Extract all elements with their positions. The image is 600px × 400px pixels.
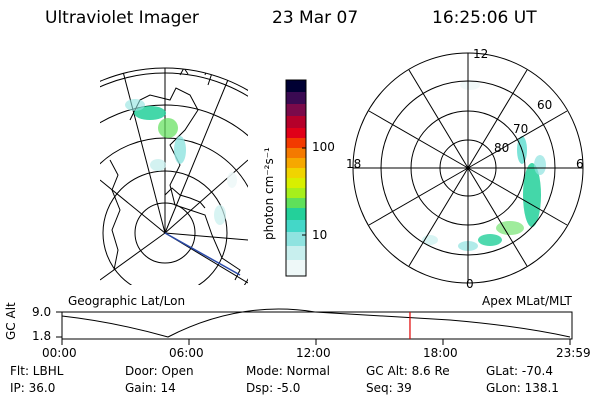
instrument-title: Ultraviolet Imager <box>45 8 199 28</box>
lat-label-70: 70 <box>513 122 529 136</box>
altitude-xtick-0: 00:00 <box>42 346 77 360</box>
altitude-xtick-2: 12:00 <box>296 346 331 360</box>
magnetic-map <box>352 52 584 284</box>
dsp-info: Dsp: -5.0 <box>246 381 301 395</box>
date-label: 23 Mar 07 <box>272 8 359 28</box>
mlt-label-bottom: 0 <box>466 277 474 291</box>
door-info: Door: Open <box>125 364 194 378</box>
color-bar <box>285 79 307 277</box>
ip-info: IP: 36.0 <box>10 381 56 395</box>
mlt-label-left: 18 <box>346 157 362 171</box>
aurora-emission-left <box>125 99 237 225</box>
colorbar-tick-10: 10 <box>312 228 328 242</box>
altitude-xtick-3: 18:00 <box>423 346 458 360</box>
glon-info: GLon: 138.1 <box>486 381 559 395</box>
mlt-label-top: 12 <box>473 47 489 61</box>
altitude-ylabel: GC Alt <box>4 302 18 340</box>
gain-info: Gain: 14 <box>125 381 176 395</box>
seq-info: Seq: 39 <box>366 381 412 395</box>
altitude-ytick-low: 1.8 <box>32 329 52 343</box>
altitude-xtick-1: 06:00 <box>169 346 204 360</box>
filter-info: Flt: LBHL <box>10 364 64 378</box>
geographic-map <box>100 67 248 285</box>
gc-alt-info: GC Alt: 8.6 Re <box>366 364 450 378</box>
mode-info: Mode: Normal <box>246 364 330 378</box>
altitude-xtick-4: 23:59 <box>556 346 591 360</box>
magnetic-map-label: Apex MLat/MLT <box>482 294 572 308</box>
altitude-plot <box>56 308 573 345</box>
mlt-label-right: 6 <box>576 157 584 171</box>
lat-label-80: 80 <box>494 141 510 155</box>
altitude-ytick-high: 9.0 <box>32 305 52 319</box>
colorbar-unit-label: photon cm⁻²s⁻¹ <box>262 147 276 240</box>
geographic-map-label: Geographic Lat/Lon <box>68 294 186 308</box>
time-label: 16:25:06 UT <box>432 8 537 28</box>
colorbar-tick-100: 100 <box>312 140 335 154</box>
lat-label-60: 60 <box>537 98 553 112</box>
glat-info: GLat: -70.4 <box>486 364 553 378</box>
